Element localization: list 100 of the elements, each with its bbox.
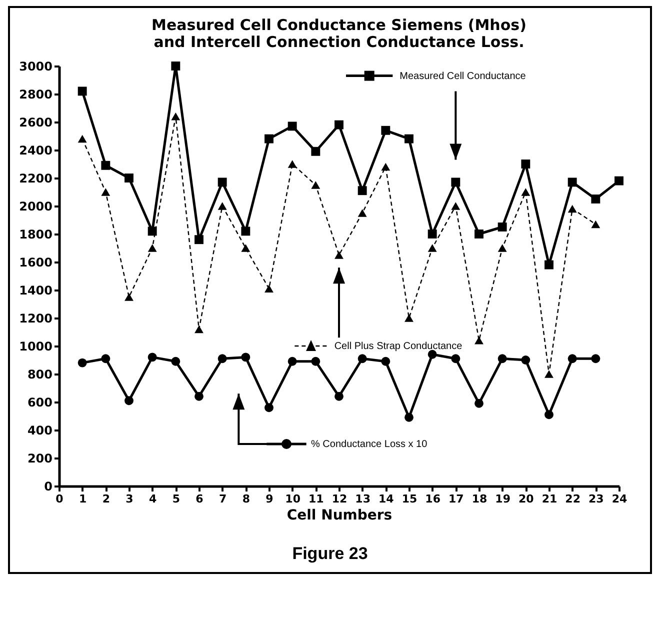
y-tick-label: 2400 (19, 144, 52, 158)
x-tick-label: 17 (448, 492, 464, 506)
x-tick-label: 12 (332, 492, 348, 506)
point (381, 126, 390, 135)
point (334, 120, 344, 130)
point (428, 350, 437, 359)
point (288, 160, 297, 168)
point (148, 244, 157, 252)
point (194, 235, 204, 244)
point (218, 354, 227, 364)
x-tick-label: 23 (588, 492, 604, 506)
point (428, 230, 437, 238)
point (498, 244, 507, 252)
point (568, 354, 577, 364)
point (218, 202, 227, 210)
y-tick-label: 1800 (19, 228, 52, 242)
y-tick-label: 2800 (19, 88, 52, 102)
point (474, 398, 484, 408)
point (381, 162, 390, 171)
point (498, 354, 507, 364)
y-tick-label: 1600 (19, 256, 52, 270)
x-tick-label: 14 (378, 492, 394, 506)
caption: Figure 23 (291, 544, 369, 564)
x-tick-label: 9 (266, 492, 274, 506)
point (451, 354, 460, 364)
point (194, 325, 204, 334)
y-tick-label: 600 (27, 396, 52, 410)
y-tick-label: 2600 (19, 116, 52, 130)
x-tick-label: 15 (402, 492, 418, 506)
point (591, 354, 600, 364)
x-tick-label: 24 (612, 492, 628, 506)
point (264, 284, 274, 292)
point (171, 356, 180, 366)
x-tick-label: 16 (425, 492, 441, 506)
point (78, 358, 87, 368)
point (288, 356, 297, 366)
y-tick-label: 3000 (19, 60, 52, 74)
point (171, 112, 180, 120)
point (311, 146, 320, 156)
x-tick-label: 6 (196, 492, 204, 506)
point (428, 244, 437, 252)
x-tick-label: 20 (518, 492, 534, 506)
x-axis-title: Cell Numbers (286, 508, 392, 524)
point (591, 220, 600, 228)
point (218, 178, 227, 187)
point (544, 370, 554, 378)
y-tick-label: 2000 (19, 200, 52, 214)
point (334, 251, 344, 259)
point (124, 293, 134, 301)
x-tick-label: 18 (472, 492, 488, 506)
y-tick-label: 1000 (19, 340, 52, 354)
point (358, 186, 367, 196)
point (124, 174, 134, 182)
point (194, 392, 204, 401)
y-tick-label: 1400 (19, 284, 52, 298)
point (311, 181, 320, 189)
point (358, 354, 367, 364)
legend-label: Measured Cell Conductance (400, 70, 526, 82)
point (521, 188, 530, 196)
y-tick-label: 400 (27, 424, 52, 438)
x-tick-label: 22 (565, 492, 580, 506)
point (521, 356, 530, 364)
y-tick-label: 200 (27, 452, 52, 466)
point (148, 352, 157, 362)
point (404, 134, 414, 144)
point (78, 86, 87, 96)
x-tick-label: 2 (102, 492, 110, 506)
point (334, 392, 344, 401)
x-tick-label: 19 (495, 492, 510, 506)
point (358, 209, 367, 217)
point (241, 226, 250, 236)
point (474, 336, 484, 344)
point (171, 62, 180, 70)
point (404, 412, 414, 422)
point (101, 160, 110, 170)
point (241, 352, 250, 362)
point (544, 260, 554, 270)
point (498, 222, 507, 232)
y-tick-label: 1200 (19, 312, 52, 326)
x-tick-label: 10 (285, 492, 301, 506)
legend-label: % Conductance Loss x 10 (311, 439, 428, 450)
legend-label: Cell Plus Strap Conductance (334, 341, 463, 352)
chart-title: Measured Cell Conductance Siemens (Mhos) and Intercell Connection Conductance Loss. (152, 16, 526, 51)
point (101, 354, 110, 364)
point (311, 356, 320, 366)
point (264, 403, 274, 412)
x-tick-label: 13 (355, 492, 370, 506)
y-tick-label: 0 (44, 480, 52, 494)
point (78, 134, 87, 143)
point (521, 160, 530, 168)
point (381, 356, 390, 366)
point (264, 134, 274, 144)
point (148, 226, 157, 236)
x-tick-label: 4 (149, 492, 158, 506)
x-tick-label: 21 (542, 492, 558, 506)
point (451, 202, 460, 210)
x-tick-label: 0 (56, 492, 64, 506)
x-tick-label: 8 (242, 492, 250, 506)
point (124, 396, 134, 406)
point (101, 188, 110, 196)
